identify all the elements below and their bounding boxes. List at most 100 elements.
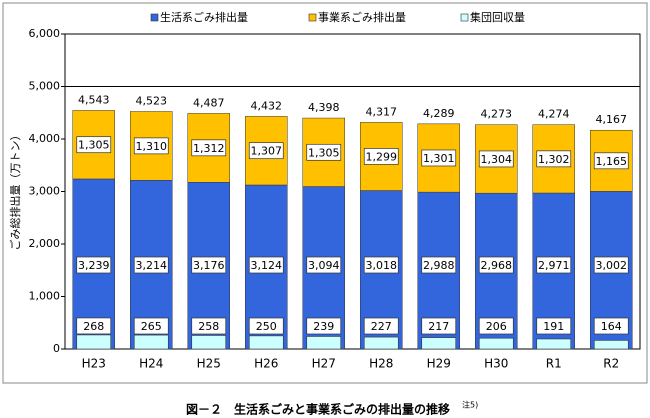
value-label-box (593, 256, 629, 274)
value-label: 258 (198, 320, 219, 333)
legend-swatch (308, 13, 317, 22)
total-label: 4,167 (596, 113, 628, 126)
value-label: 265 (141, 320, 162, 333)
value-label: 227 (371, 320, 392, 333)
legend-swatch (460, 13, 469, 22)
value-label: 191 (543, 320, 564, 333)
bar (593, 340, 629, 350)
value-label-box (76, 136, 112, 154)
value-label-box (306, 143, 342, 161)
value-label-box (76, 256, 112, 274)
value-label: 1,299 (366, 150, 398, 163)
value-label: 1,312 (193, 142, 225, 155)
x-tick-label: H24 (139, 357, 163, 371)
legend-swatch (150, 13, 159, 22)
y-tick-label: 6,000 (29, 27, 61, 40)
value-label: 268 (83, 320, 104, 333)
value-label: 1,301 (423, 152, 455, 165)
value-label: 1,305 (308, 146, 340, 159)
value-label-box (133, 256, 169, 274)
value-label-box (421, 256, 457, 274)
value-label-box (536, 256, 572, 274)
x-tick-label: H28 (369, 357, 393, 371)
value-label: 250 (256, 320, 277, 333)
total-label: 4,274 (538, 108, 570, 121)
value-label: 3,176 (193, 259, 225, 272)
x-tick-label: H25 (197, 357, 221, 371)
value-label-box (478, 317, 514, 335)
y-tick-label: 5,000 (29, 80, 61, 93)
total-label: 4,523 (136, 95, 168, 108)
x-tick-label: R2 (603, 357, 619, 371)
legend-label: 生活系ごみ排出量 (160, 10, 248, 24)
value-label: 2,988 (423, 259, 455, 272)
total-label: 4,432 (251, 99, 283, 112)
y-tick-label: 1,000 (29, 290, 61, 303)
total-label: 4,289 (423, 107, 455, 120)
bar (133, 334, 169, 350)
value-label: 1,302 (538, 153, 570, 166)
value-label: 3,124 (251, 259, 283, 272)
bar (536, 338, 572, 350)
x-tick-label: H23 (82, 357, 106, 371)
value-label: 164 (601, 320, 622, 333)
value-label: 3,002 (596, 259, 628, 272)
value-label: 3,239 (78, 259, 110, 272)
total-label: 4,398 (308, 101, 340, 114)
bar (421, 337, 457, 350)
value-label-box (363, 317, 399, 335)
value-label-box (478, 150, 514, 168)
value-label-box (421, 317, 457, 335)
value-label: 2,968 (481, 259, 513, 272)
value-label: 3,018 (366, 259, 398, 272)
value-label: 3,214 (136, 259, 168, 272)
value-label-box (76, 317, 112, 335)
value-label-box (593, 317, 629, 335)
value-label: 239 (313, 320, 334, 333)
total-label: 4,543 (78, 93, 110, 106)
bar (191, 335, 227, 350)
x-tick-label: H29 (427, 357, 451, 371)
value-label-box (191, 139, 227, 157)
value-label: 1,165 (596, 155, 628, 168)
legend-label: 集団回収量 (470, 10, 525, 24)
value-label: 217 (428, 320, 449, 333)
value-label-box (363, 148, 399, 165)
y-tick-label: 2,000 (29, 237, 61, 250)
bar (248, 335, 284, 350)
value-label-box (191, 256, 227, 274)
x-tick-label: H27 (312, 357, 336, 371)
bar (478, 337, 514, 350)
value-label: 1,310 (136, 140, 168, 153)
x-tick-label: H30 (484, 357, 508, 371)
y-axis-label: ごみ総排出量（万トン） (8, 130, 22, 251)
total-label: 4,317 (366, 105, 398, 118)
bar (76, 334, 112, 350)
value-label-box (478, 256, 514, 274)
value-label-box (536, 317, 572, 335)
value-label-box (306, 256, 342, 274)
value-label-box (191, 317, 227, 335)
value-label-box (248, 142, 284, 160)
x-tick-label: R1 (546, 357, 562, 371)
value-label: 3,094 (308, 259, 340, 272)
value-label: 1,307 (251, 145, 283, 158)
value-label: 1,304 (481, 153, 513, 166)
value-label-box (421, 149, 457, 167)
y-tick-label: 0 (53, 342, 60, 355)
value-label: 206 (486, 320, 507, 333)
value-label-box (306, 317, 342, 335)
x-tick-label: H26 (254, 357, 278, 371)
value-label-box (593, 152, 629, 170)
legend-label: 事業系ごみ排出量 (318, 10, 406, 24)
bar (306, 336, 342, 350)
value-label: 1,305 (78, 139, 110, 152)
value-label-box (133, 137, 169, 155)
y-tick-label: 3,000 (29, 185, 61, 198)
value-label-box (363, 256, 399, 274)
value-label: 2,971 (538, 259, 570, 272)
caption-note: 注5) (462, 400, 478, 410)
value-label-box (248, 256, 284, 274)
total-label: 4,487 (193, 96, 225, 109)
